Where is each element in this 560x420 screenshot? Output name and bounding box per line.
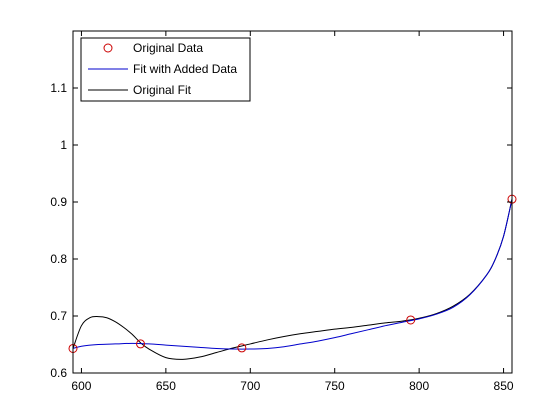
series-line-original-fit xyxy=(72,199,513,360)
x-tick-label: 800 xyxy=(409,379,429,393)
data-point-marker xyxy=(406,315,416,325)
legend-marker-original-data xyxy=(103,43,113,53)
y-tick-label: 0.6 xyxy=(50,366,67,380)
y-tick-label: 0.9 xyxy=(50,195,67,209)
data-point-marker xyxy=(136,339,146,349)
plot-markers xyxy=(68,194,517,353)
x-tick-label: 750 xyxy=(325,379,345,393)
x-tick-label: 650 xyxy=(156,379,176,393)
legend-label-fit-with-added-data: Fit with Added Data xyxy=(133,62,237,76)
y-tick-label: 0.7 xyxy=(50,309,67,323)
legend-label-original-fit: Original Fit xyxy=(133,83,192,97)
y-tick-label: 1 xyxy=(60,138,67,152)
y-tick-label: 0.8 xyxy=(50,252,67,266)
x-tick-label: 600 xyxy=(71,379,91,393)
x-tick-label: 850 xyxy=(494,379,514,393)
x-tick-label: 700 xyxy=(240,379,260,393)
y-tick-label: 1.1 xyxy=(50,81,67,95)
legend-label-original-data: Original Data xyxy=(133,41,203,55)
data-point-marker xyxy=(237,343,247,353)
axis-ticks: 600 650 700 750 800 850 0.6 0.7 0.8 0.9 1 1.1 xyxy=(50,31,514,393)
legend: Original Data Fit with Added Data Original… xyxy=(80,37,251,102)
